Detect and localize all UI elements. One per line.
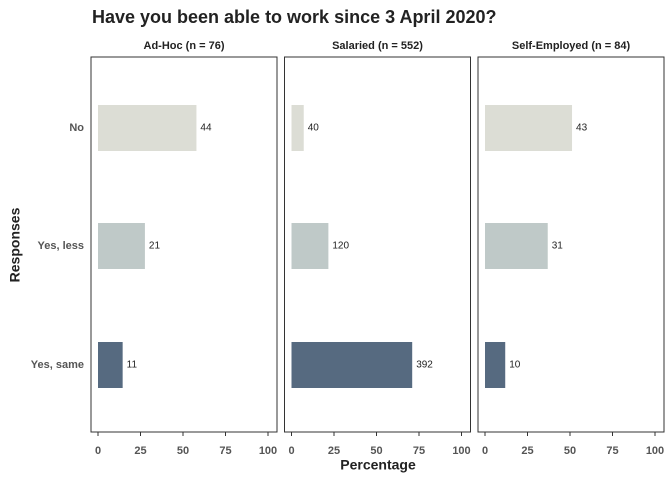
data-label: 21 xyxy=(149,241,161,252)
data-label: 31 xyxy=(552,241,564,252)
x-tick-label: 50 xyxy=(370,445,382,457)
x-tick-label: 50 xyxy=(564,445,576,457)
data-label: 11 xyxy=(127,360,138,371)
panel xyxy=(90,56,278,433)
x-tick-label: 75 xyxy=(606,445,618,457)
x-tick-label: 0 xyxy=(482,445,488,457)
bar xyxy=(98,223,145,269)
bar xyxy=(291,342,413,388)
y-tick-label: Yes, less xyxy=(38,240,85,252)
bar xyxy=(485,105,573,151)
x-tick-label: 100 xyxy=(646,445,664,457)
x-tick-label: 75 xyxy=(413,445,425,457)
x-tick-label: 25 xyxy=(328,445,340,457)
bar xyxy=(291,223,329,269)
bar xyxy=(485,223,548,269)
data-label: 10 xyxy=(509,360,521,371)
bar xyxy=(485,342,506,388)
data-label: 44 xyxy=(200,123,212,134)
data-label: 120 xyxy=(332,241,349,252)
x-tick-label: 75 xyxy=(219,445,231,457)
x-tick-label: 25 xyxy=(521,445,533,457)
bar xyxy=(98,342,123,388)
x-tick-label: 100 xyxy=(452,445,470,457)
x-tick-label: 100 xyxy=(259,445,277,457)
y-axis-label: Responses xyxy=(7,207,23,282)
facet-title: Self-Employed (n = 84) xyxy=(512,40,631,52)
x-tick-label: 0 xyxy=(95,445,101,457)
data-label: 40 xyxy=(308,123,320,134)
x-tick-label: 0 xyxy=(288,445,294,457)
x-tick-label: 25 xyxy=(134,445,146,457)
data-label: 392 xyxy=(416,360,433,371)
panel xyxy=(477,56,665,433)
bar xyxy=(98,105,197,151)
bar xyxy=(291,105,304,151)
y-tick-label: Yes, same xyxy=(31,359,84,371)
data-label: 43 xyxy=(576,123,588,134)
facet-title: Ad-Hoc (n = 76) xyxy=(144,40,225,52)
facet-title: Salaried (n = 552) xyxy=(332,40,423,52)
panel xyxy=(284,56,471,433)
x-tick-label: 50 xyxy=(177,445,189,457)
x-axis-label: Percentage xyxy=(340,457,416,473)
chart-title: Have you been able to work since 3 April… xyxy=(92,7,496,27)
y-tick-label: No xyxy=(69,122,84,134)
